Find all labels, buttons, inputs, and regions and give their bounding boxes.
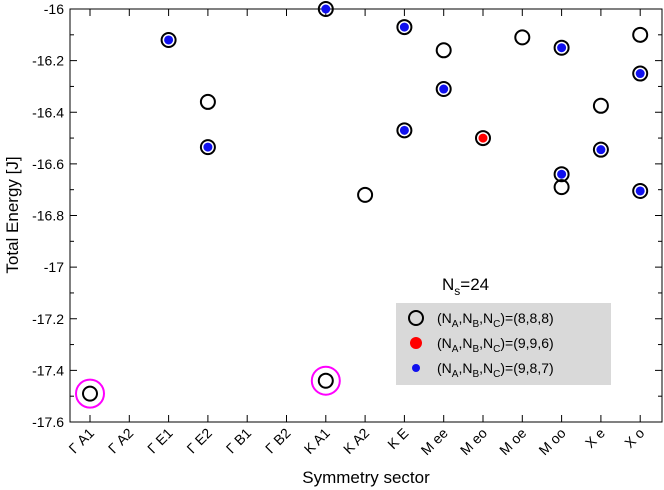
- x-tick-label: M oo: [535, 425, 568, 458]
- legend: (NA,NB,NC)=(8,8,8) (NA,NB,NC)=(9,9,6) (NA,…: [396, 303, 611, 385]
- data-point-888: [317, 372, 334, 389]
- data-point-888: [475, 130, 491, 147]
- legend-marker-987: [412, 364, 420, 372]
- y-tick-label: -16: [44, 1, 64, 17]
- data-point-888: [592, 141, 609, 158]
- y-axis-title: Total Energy [J]: [3, 156, 22, 273]
- x-tick-label: Γ B2: [262, 425, 294, 457]
- data-point-987: [635, 69, 645, 79]
- data-point-987: [203, 142, 213, 152]
- data-point-888: [396, 19, 413, 36]
- data-point-888: [632, 26, 649, 43]
- data-point-987: [596, 145, 606, 155]
- annotation-sub: s: [454, 284, 460, 298]
- legend-label-888: (NA,NB,NC)=(8,8,8): [437, 310, 554, 330]
- legend-box: [396, 303, 611, 385]
- x-tick-label: M ee: [417, 425, 450, 458]
- x-tick-label: X o: [621, 425, 647, 451]
- annotation-suffix: =24: [460, 275, 489, 294]
- y-tick-label: -17: [44, 259, 64, 275]
- data-point-888: [632, 65, 649, 82]
- data-point-888: [553, 179, 570, 196]
- y-tick-label: -16.6: [32, 156, 64, 172]
- data-point-888: [553, 166, 570, 183]
- data-point-888: [435, 81, 452, 98]
- x-tick-label: M oe: [496, 425, 529, 458]
- highlight-ring: [310, 365, 341, 396]
- data-point-888: [632, 182, 649, 199]
- x-tick-label: K A2: [340, 425, 372, 457]
- y-tick-labels: -16 -16.2 -16.4 -16.6 -16.8 -17 -17.2 -17.4 -17.…: [32, 1, 64, 430]
- legend-marker-888: [408, 310, 424, 326]
- y-tick-label: -17.4: [32, 362, 64, 378]
- data-point-987: [439, 84, 449, 94]
- data-point-888: [160, 31, 177, 48]
- system-size-annotation: Ns=24: [442, 275, 489, 298]
- data-point-888: [435, 42, 452, 59]
- y-tick-label: -17.2: [32, 311, 64, 327]
- data-points: [75, 1, 649, 409]
- x-axis-title: Symmetry sector: [302, 468, 430, 487]
- x-tick-label: Γ A1: [65, 425, 97, 457]
- data-point-996: [478, 133, 488, 143]
- highlight-ring: [75, 378, 105, 409]
- data-point-888: [514, 29, 531, 46]
- legend-label-987: (NA,NB,NC)=(9,8,7): [437, 360, 554, 380]
- data-point-888: [317, 1, 334, 17]
- data-point-888: [396, 122, 413, 139]
- data-point-888: [553, 39, 570, 56]
- data-point-987: [399, 22, 409, 32]
- data-point-888: [82, 385, 98, 402]
- x-tick-label: K E: [384, 425, 411, 452]
- x-tick-label: K A1: [301, 425, 333, 457]
- x-tick-label: Γ A2: [105, 425, 137, 457]
- data-point-888: [199, 139, 216, 156]
- x-tick-label: X e: [582, 425, 608, 451]
- annotation-main: N: [442, 275, 454, 294]
- data-point-888: [357, 186, 374, 203]
- legend-marker-996: [410, 337, 422, 349]
- x-tick-label: Γ E2: [183, 425, 215, 457]
- data-point-888: [592, 97, 609, 114]
- x-tick-label: Γ E1: [144, 425, 176, 457]
- data-point-987: [557, 169, 567, 179]
- data-point-987: [635, 186, 645, 196]
- data-point-987: [557, 43, 567, 53]
- x-tick-label: M eo: [457, 425, 490, 458]
- data-point-888: [199, 93, 216, 110]
- y-tick-label: -16.8: [32, 208, 64, 224]
- axis-ticks: [70, 8, 662, 423]
- y-tick-label: -17.6: [32, 414, 64, 430]
- x-tick-label: Γ B1: [223, 425, 255, 457]
- y-tick-label: -16.2: [32, 53, 64, 69]
- y-tick-label: -16.4: [32, 104, 64, 120]
- legend-label-996: (NA,NB,NC)=(9,9,6): [437, 335, 554, 355]
- data-point-987: [164, 35, 174, 45]
- data-point-987: [399, 125, 409, 135]
- data-point-987: [321, 4, 331, 14]
